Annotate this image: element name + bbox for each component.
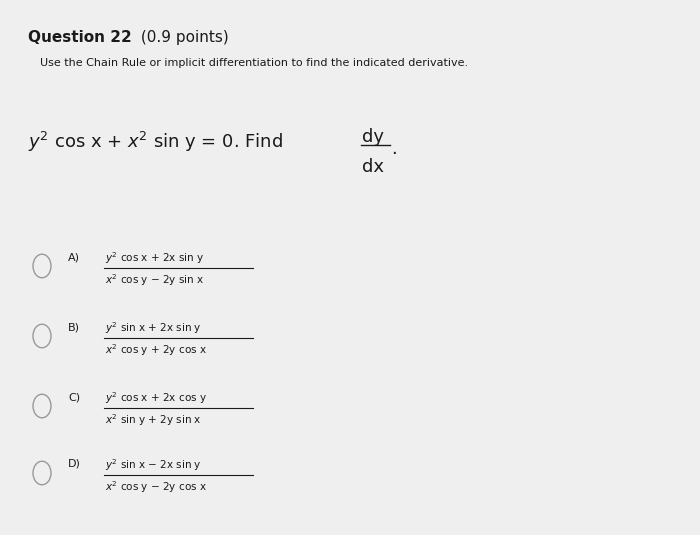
Text: .: . (391, 140, 397, 158)
Text: $x^2$ sin y + 2y sin x: $x^2$ sin y + 2y sin x (105, 412, 202, 428)
Text: $y^2$ cos x + 2x cos y: $y^2$ cos x + 2x cos y (105, 390, 207, 406)
Text: $x^2$ cos y + 2y cos x: $x^2$ cos y + 2y cos x (105, 342, 207, 358)
Text: Use the Chain Rule or implicit differentiation to find the indicated derivative.: Use the Chain Rule or implicit different… (40, 58, 468, 68)
Text: C): C) (68, 392, 80, 402)
Text: $y^2$ cos x + $x^2$ sin y = 0. Find: $y^2$ cos x + $x^2$ sin y = 0. Find (28, 130, 283, 154)
Text: $y^2$ sin x + 2x sin y: $y^2$ sin x + 2x sin y (105, 320, 202, 336)
Text: B): B) (68, 322, 80, 332)
Text: A): A) (68, 252, 80, 262)
Text: dx: dx (362, 158, 384, 176)
Text: D): D) (68, 459, 81, 469)
Text: dy: dy (362, 128, 384, 146)
Text: $x^2$ cos y − 2y cos x: $x^2$ cos y − 2y cos x (105, 479, 207, 495)
Text: $y^2$ cos x + 2x sin y: $y^2$ cos x + 2x sin y (105, 250, 204, 266)
Text: $y^2$ sin x − 2x sin y: $y^2$ sin x − 2x sin y (105, 457, 202, 473)
Text: $x^2$ cos y − 2y sin x: $x^2$ cos y − 2y sin x (105, 272, 204, 288)
Text: Question 22: Question 22 (28, 30, 132, 45)
Text: (0.9 points): (0.9 points) (136, 30, 229, 45)
